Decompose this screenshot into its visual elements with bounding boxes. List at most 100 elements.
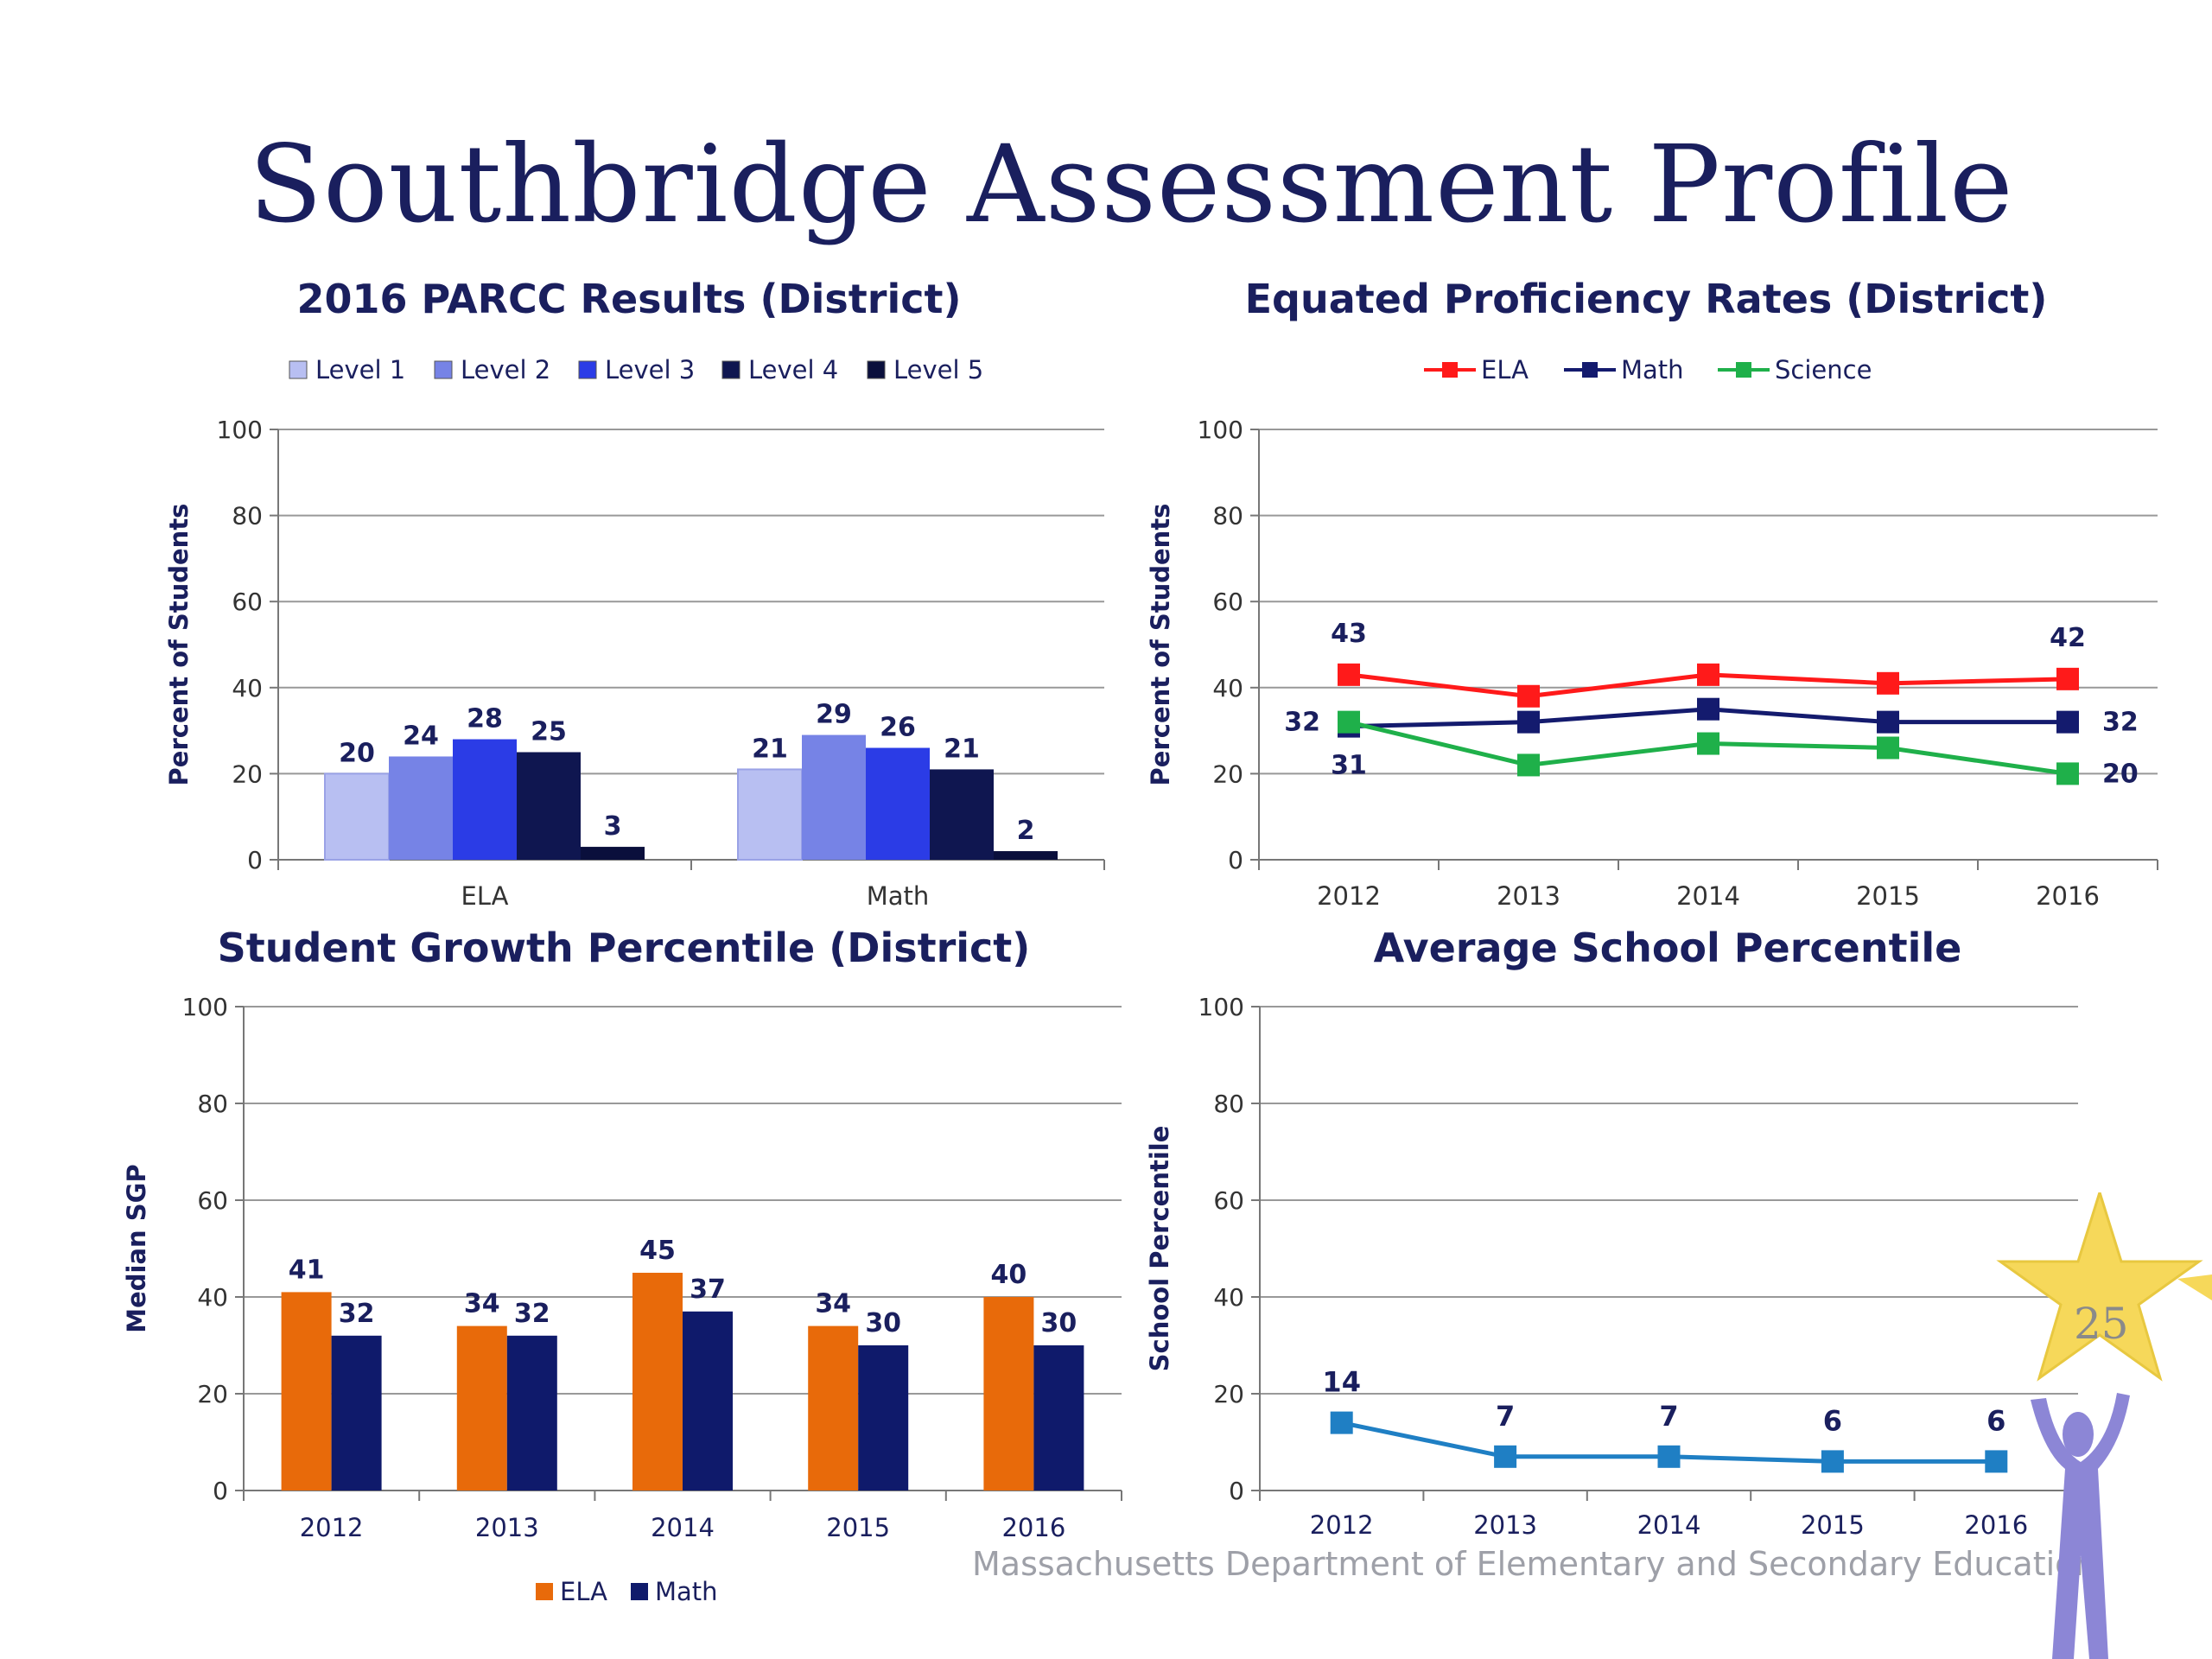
bar: [632, 1273, 683, 1491]
y-tick-label: 20: [197, 1380, 228, 1408]
bar: [994, 851, 1058, 860]
y-tick-label: 100: [217, 416, 263, 444]
bar: [331, 1335, 382, 1491]
data-label: 21: [752, 734, 788, 764]
x-tick-label: ELA: [461, 881, 509, 911]
bar: [456, 1325, 507, 1491]
y-tick-label: 100: [1198, 416, 1243, 444]
legend-label: Level 5: [893, 355, 983, 385]
x-tick-label: 2015: [1856, 881, 1920, 911]
data-point: [1657, 1445, 1681, 1468]
y-tick-label: 20: [1213, 1380, 1244, 1408]
y-axis-label: Percent of Students: [164, 504, 194, 786]
x-tick-label: 2016: [1964, 1510, 2028, 1540]
mascot-head: [2063, 1412, 2094, 1457]
y-tick-label: 100: [182, 993, 228, 1021]
chart-equated-proficiency: Equated Proficiency Rates (District) Perc…: [1146, 276, 2158, 911]
legend-label: Level 4: [748, 355, 838, 385]
x-tick-label: 2015: [1801, 1510, 1865, 1540]
bar: [808, 1325, 859, 1491]
data-point: [1338, 663, 1360, 686]
data-point: [1494, 1445, 1517, 1468]
data-label: 7: [1496, 1400, 1515, 1433]
x-tick-label: 2016: [1001, 1513, 1065, 1542]
legend-label: Level 3: [605, 355, 695, 385]
star-mascot-logo: [1996, 1192, 2212, 1659]
bar: [281, 1292, 332, 1491]
data-label: 14: [1322, 1366, 1361, 1399]
legend-swatch: [536, 1583, 553, 1600]
chart-title: 2016 PARCC Results (District): [296, 276, 961, 322]
chart-average-school-percentile: Average School Percentile School Percenti…: [1145, 925, 2079, 1540]
x-tick-label: 2013: [475, 1513, 539, 1542]
y-axis-label: Median SGP: [122, 1164, 151, 1332]
data-label: 34: [815, 1289, 851, 1319]
x-tick-label: 2012: [1310, 1510, 1374, 1540]
legend-label: Science: [1775, 355, 1872, 385]
chart-title: Average School Percentile: [1374, 925, 1962, 971]
y-tick-label: 40: [232, 674, 263, 702]
x-tick-label: 2012: [1317, 881, 1381, 911]
chart-parcc-results: 2016 PARCC Results (District) Percent of …: [164, 276, 1105, 911]
arrow-shape: [2177, 1274, 2212, 1300]
data-label: 20: [2102, 759, 2139, 789]
data-label: 34: [464, 1289, 500, 1319]
data-point: [1330, 1411, 1353, 1434]
footer-text: Massachusetts Department of Elementary a…: [972, 1545, 2096, 1583]
data-label: 43: [1331, 619, 1367, 649]
data-point: [2056, 762, 2079, 785]
data-label: 28: [467, 704, 503, 734]
legend-swatch: [631, 1583, 648, 1600]
y-tick-label: 80: [197, 1090, 228, 1118]
data-point: [1877, 710, 1899, 734]
bar: [581, 847, 645, 860]
x-tick-label: 2013: [1473, 1510, 1537, 1540]
data-point: [2056, 667, 2079, 690]
data-point: [1697, 697, 1719, 721]
chart-student-growth-percentile: Student Growth Percentile (District) Medi…: [122, 925, 1122, 1606]
x-tick-label: 2015: [826, 1513, 890, 1542]
data-label: 6: [1986, 1404, 2005, 1437]
data-label: 42: [2050, 623, 2086, 653]
data-label: 7: [1659, 1400, 1678, 1433]
data-point: [1517, 684, 1540, 708]
data-label: 20: [339, 738, 375, 768]
y-axis-label: Percent of Students: [1146, 504, 1175, 786]
y-tick-label: 20: [232, 760, 263, 788]
x-tick-label: 2014: [1637, 1510, 1701, 1540]
data-point: [1697, 732, 1719, 755]
bar: [389, 756, 453, 860]
y-tick-label: 60: [1212, 588, 1243, 616]
data-label: 31: [1331, 751, 1367, 781]
y-tick-label: 0: [213, 1477, 228, 1505]
data-point: [2056, 710, 2079, 734]
legend-marker: [1736, 362, 1751, 378]
y-tick-label: 60: [1213, 1186, 1244, 1215]
page-number: 25: [2074, 1299, 2129, 1349]
x-tick-label: Math: [867, 881, 930, 911]
data-label: 2: [1017, 816, 1035, 846]
y-tick-label: 40: [1213, 1283, 1244, 1312]
data-label: 24: [403, 721, 439, 751]
x-tick-label: 2012: [300, 1513, 364, 1542]
legend-marker: [1442, 362, 1458, 378]
data-point: [1877, 671, 1899, 695]
y-tick-label: 100: [1198, 993, 1244, 1021]
legend-swatch: [289, 360, 308, 379]
data-point: [1877, 736, 1899, 760]
data-label: 25: [531, 717, 567, 747]
data-point: [1821, 1450, 1844, 1473]
bar: [866, 747, 930, 860]
legend-swatch: [434, 360, 453, 379]
bar: [737, 768, 803, 861]
y-tick-label: 0: [1228, 846, 1243, 874]
bar: [453, 739, 517, 860]
y-tick-label: 80: [1213, 1090, 1244, 1118]
bar: [683, 1311, 733, 1491]
data-label: 41: [289, 1255, 325, 1285]
y-tick-label: 60: [232, 588, 263, 616]
legend-swatch: [721, 360, 741, 379]
data-label: 26: [880, 713, 916, 743]
legend-swatch: [578, 360, 597, 379]
